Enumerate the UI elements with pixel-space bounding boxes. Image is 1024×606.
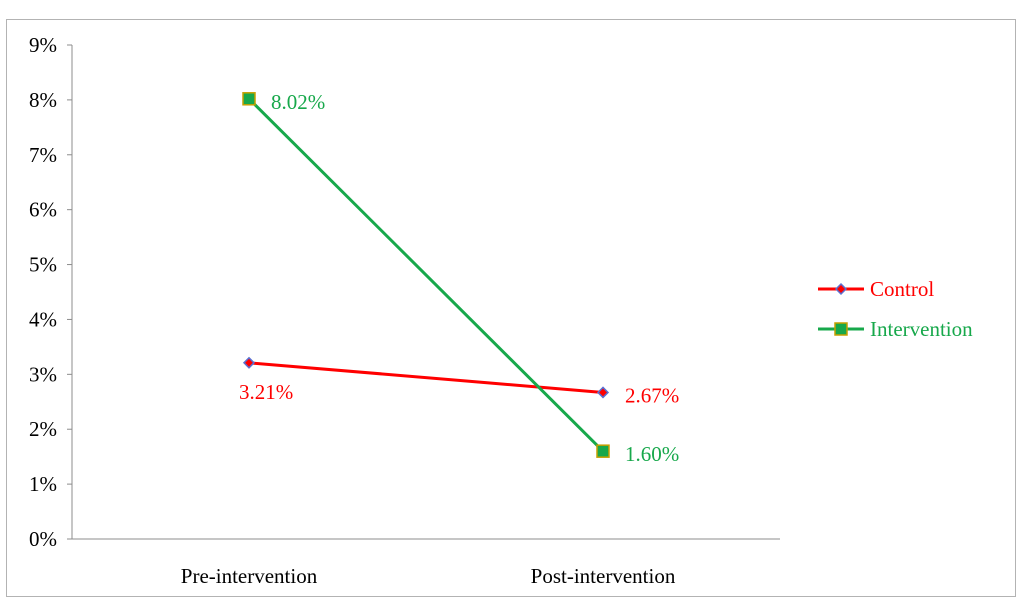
data-point-control (596, 386, 610, 399)
data-label: 2.67% (625, 383, 679, 407)
x-axis: Pre-intervention Post-intervention (72, 538, 780, 588)
legend-label-intervention: Intervention (870, 317, 973, 341)
data-label: 3.21% (239, 380, 293, 404)
legend-marker-intervention (834, 322, 848, 336)
y-axis: 0% 1% 2% 3% 4% 5% 6% 7% 8% 9% (29, 33, 73, 551)
x-tick-label: Pre-intervention (181, 564, 318, 588)
y-tick-label: 1% (29, 472, 57, 496)
y-tick-label: 9% (29, 33, 57, 57)
data-point-intervention (596, 444, 610, 458)
y-tick-label: 6% (29, 198, 57, 222)
y-tick-label: 5% (29, 253, 57, 277)
data-labels: 3.21% 2.67% 8.02% 1.60% (239, 90, 679, 466)
legend: Control Intervention (818, 277, 973, 341)
data-point-intervention (242, 92, 256, 106)
y-tick-label: 3% (29, 362, 57, 386)
y-tick-label: 0% (29, 527, 57, 551)
data-label: 8.02% (271, 90, 325, 114)
legend-label-control: Control (870, 277, 934, 301)
data-point-control (242, 356, 256, 369)
series-line-intervention (247, 97, 605, 453)
y-tick-label: 8% (29, 88, 57, 112)
chart-frame (6, 19, 1016, 597)
data-label: 1.60% (625, 442, 679, 466)
y-tick-label: 2% (29, 417, 57, 441)
legend-marker-control (834, 282, 848, 296)
series-line-control (248, 361, 604, 394)
x-tick-label: Post-intervention (531, 564, 676, 588)
series-area (242, 92, 610, 458)
y-tick-label: 7% (29, 143, 57, 167)
y-tick-label: 4% (29, 307, 57, 331)
